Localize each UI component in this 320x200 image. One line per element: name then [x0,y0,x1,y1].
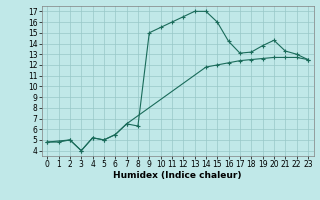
X-axis label: Humidex (Indice chaleur): Humidex (Indice chaleur) [113,171,242,180]
